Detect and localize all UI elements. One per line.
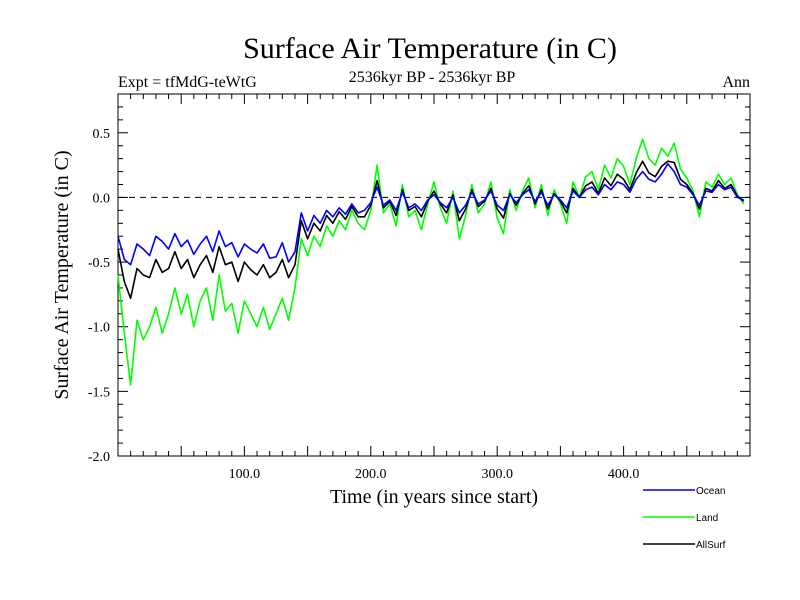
chart-title: Surface Air Temperature (in C)	[243, 32, 617, 65]
x-tick-label: 100.0	[229, 467, 261, 482]
x-axis: 100.0 200.0 300.0 400.0	[130, 94, 738, 482]
legend-label-allsurf: AllSurf	[696, 540, 726, 551]
series-line-land	[117, 138, 745, 386]
y-tick-label: -2.0	[88, 450, 110, 465]
chart-subtitle: 2536kyr BP - 2536kyr BP	[349, 69, 516, 86]
x-axis-label: Time (in years since start)	[330, 486, 538, 508]
legend: Ocean Land AllSurf	[643, 486, 726, 551]
series-line-allsurf	[117, 160, 745, 300]
x-tick-label: 200.0	[355, 467, 387, 482]
legend-label-ocean: Ocean	[696, 486, 725, 497]
series-line-ocean	[117, 163, 745, 266]
x-tick-label: 400.0	[608, 467, 640, 482]
y-tick-label: 0.5	[93, 127, 111, 142]
y-axis-label: Surface Air Temperature (in C)	[51, 150, 73, 399]
y-tick-label: -1.5	[88, 385, 110, 400]
legend-label-land: Land	[696, 513, 718, 524]
plot-area-frame	[117, 93, 751, 457]
chart-experiment-label: Expt = tfMdG-teWtG	[118, 74, 257, 91]
y-axis: -2.0 -1.5 -1.0 -0.5 0.0 0.5	[88, 93, 750, 465]
y-tick-label: 0.0	[93, 191, 111, 206]
series-group	[117, 138, 745, 386]
y-tick-label: -0.5	[88, 256, 110, 271]
y-tick-label: -1.0	[88, 321, 110, 336]
x-tick-label: 300.0	[481, 467, 513, 482]
chart-season-label: Ann	[722, 74, 750, 91]
